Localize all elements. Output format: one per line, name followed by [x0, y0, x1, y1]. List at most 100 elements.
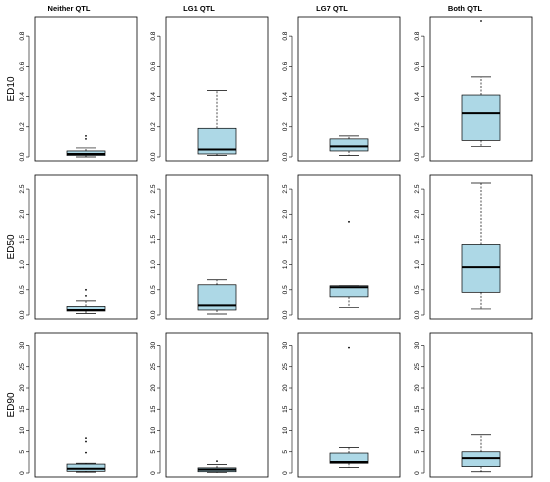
box [329, 452, 369, 464]
y-tick-label: 0.2 [282, 122, 289, 131]
y-tick-label: 1.0 [150, 260, 157, 269]
box [66, 463, 106, 472]
panel-ed90-lg1: 0 5 10 15 20 25 30 [150, 332, 269, 478]
outlier-point [85, 451, 87, 454]
panel-ed10-lg1: 0.0 0.2 0.4 0.6 0.8 [150, 16, 269, 162]
y-tick-label: 1.0 [414, 260, 421, 269]
y-tick-label: 0 [150, 471, 157, 475]
panel-frame [297, 16, 401, 162]
panel-ed50-lg7: 0.0 0.5 1.0 1.5 2.0 2.5 [282, 174, 401, 320]
panel-ed10-both: 0.0 0.2 0.4 0.6 0.8 [414, 16, 533, 162]
panel-ed50-neither: 0.0 0.5 1.0 1.5 2.0 2.5 [19, 174, 138, 320]
outlier-point [85, 288, 87, 291]
column-titles: Neither QTL LG1 QTL LG7 QTL Both QTL [48, 4, 483, 13]
y-tick-label: 0.8 [150, 31, 157, 40]
y-tick-label: 10 [19, 427, 26, 435]
y-tick-label: 0.0 [19, 310, 26, 319]
outlier-point [216, 460, 218, 462]
panel-frame [429, 174, 533, 320]
y-tick-label: 0 [282, 471, 289, 475]
y-tick-label: 0.5 [414, 285, 421, 294]
y-tick-label: 15 [150, 405, 157, 413]
panel-frame [34, 174, 138, 320]
outlier-point [85, 437, 87, 440]
y-tick-label: 2.0 [414, 209, 421, 218]
y-tick-label: 0.2 [150, 122, 157, 131]
column-title-lg1-qtl: LG1 QTL [183, 4, 215, 13]
y-tick-label: 5 [414, 450, 421, 454]
y-tick-label: 10 [282, 427, 289, 435]
y-tick-label: 5 [19, 450, 26, 454]
y-tick-label: 0.4 [414, 92, 421, 101]
panel-ed10-lg7: 0.0 0.2 0.4 0.6 0.8 [282, 16, 401, 162]
y-tick-label: 2.0 [19, 209, 26, 218]
panel-ed50-lg1: 0.0 0.5 1.0 1.5 2.0 2.5 [150, 174, 269, 320]
y-tick-label: 10 [150, 427, 157, 435]
y-tick-label: 0.5 [282, 285, 289, 294]
y-tick-label: 0.2 [19, 122, 26, 131]
outlier-point [85, 294, 87, 297]
row-label-ed90: ED90 [6, 392, 17, 417]
y-tick-label: 2.0 [282, 209, 289, 218]
panel-ed90-neither: 0 5 10 15 20 25 30 [19, 332, 138, 478]
y-tick-label: 0.5 [150, 285, 157, 294]
panel-frame [297, 332, 401, 478]
panel-frame [165, 332, 269, 478]
y-tick-label: 0.4 [150, 92, 157, 101]
y-tick-label: 30 [19, 342, 26, 350]
y-tick-label: 25 [414, 363, 421, 371]
y-tick-label: 25 [19, 363, 26, 371]
y-tick-label: 20 [150, 384, 157, 392]
outlier-point [85, 134, 87, 137]
outlier-point [348, 220, 350, 223]
y-tick-label: 20 [282, 384, 289, 392]
panel-ed90-both: 0 5 10 15 20 25 30 [414, 332, 533, 478]
y-tick-label: 2.5 [150, 184, 157, 193]
y-tick-label: 0.0 [414, 310, 421, 319]
y-tick-label: 0.8 [19, 31, 26, 40]
y-tick-label: 1.0 [19, 260, 26, 269]
box [329, 138, 369, 152]
panel-ed10-neither: 0.0 0.2 0.4 0.6 0.8 [19, 16, 138, 162]
panel-frame [429, 16, 533, 162]
outlier-point [480, 20, 482, 22]
y-tick-label: 2.5 [282, 184, 289, 193]
panel-frame [34, 332, 138, 478]
y-tick-label: 10 [414, 427, 421, 435]
y-tick-label: 5 [282, 450, 289, 454]
column-title-neither-qtl: Neither QTL [48, 4, 91, 13]
y-tick-label: 0.8 [282, 31, 289, 40]
outlier-point [85, 137, 87, 140]
y-tick-label: 1.5 [414, 235, 421, 244]
panel-ed90-lg7: 0 5 10 15 20 25 30 [282, 332, 401, 478]
y-tick-label: 0 [19, 471, 26, 475]
y-tick-label: 30 [414, 342, 421, 350]
y-tick-label: 0 [414, 471, 421, 475]
y-tick-label: 2.5 [414, 184, 421, 193]
y-tick-label: 1.5 [150, 235, 157, 244]
panels: 0.00.20.40.60.80.00.20.40.60.80.00.20.40… [19, 16, 533, 478]
y-tick-label: 0.2 [414, 122, 421, 131]
box [461, 451, 501, 467]
y-tick-label: 0.6 [282, 61, 289, 70]
panel-frame [34, 16, 138, 162]
box [461, 94, 501, 141]
y-tick-label: 1.5 [282, 235, 289, 244]
panel-frame [165, 16, 269, 162]
box [461, 244, 501, 293]
row-label-ed10: ED10 [6, 76, 17, 101]
column-title-both-qtl: Both QTL [448, 4, 483, 13]
y-tick-label: 2.0 [150, 209, 157, 218]
y-tick-label: 20 [414, 384, 421, 392]
y-tick-label: 15 [414, 405, 421, 413]
y-tick-label: 15 [19, 405, 26, 413]
outlier-point [85, 440, 87, 443]
y-tick-label: 0.4 [282, 92, 289, 101]
box [329, 285, 369, 298]
y-tick-label: 0.0 [150, 310, 157, 319]
y-tick-label: 0.6 [150, 61, 157, 70]
panel-ed50-both: 0.0 0.5 1.0 1.5 2.0 2.5 [414, 174, 533, 320]
y-tick-label: 20 [19, 384, 26, 392]
box [66, 306, 106, 312]
